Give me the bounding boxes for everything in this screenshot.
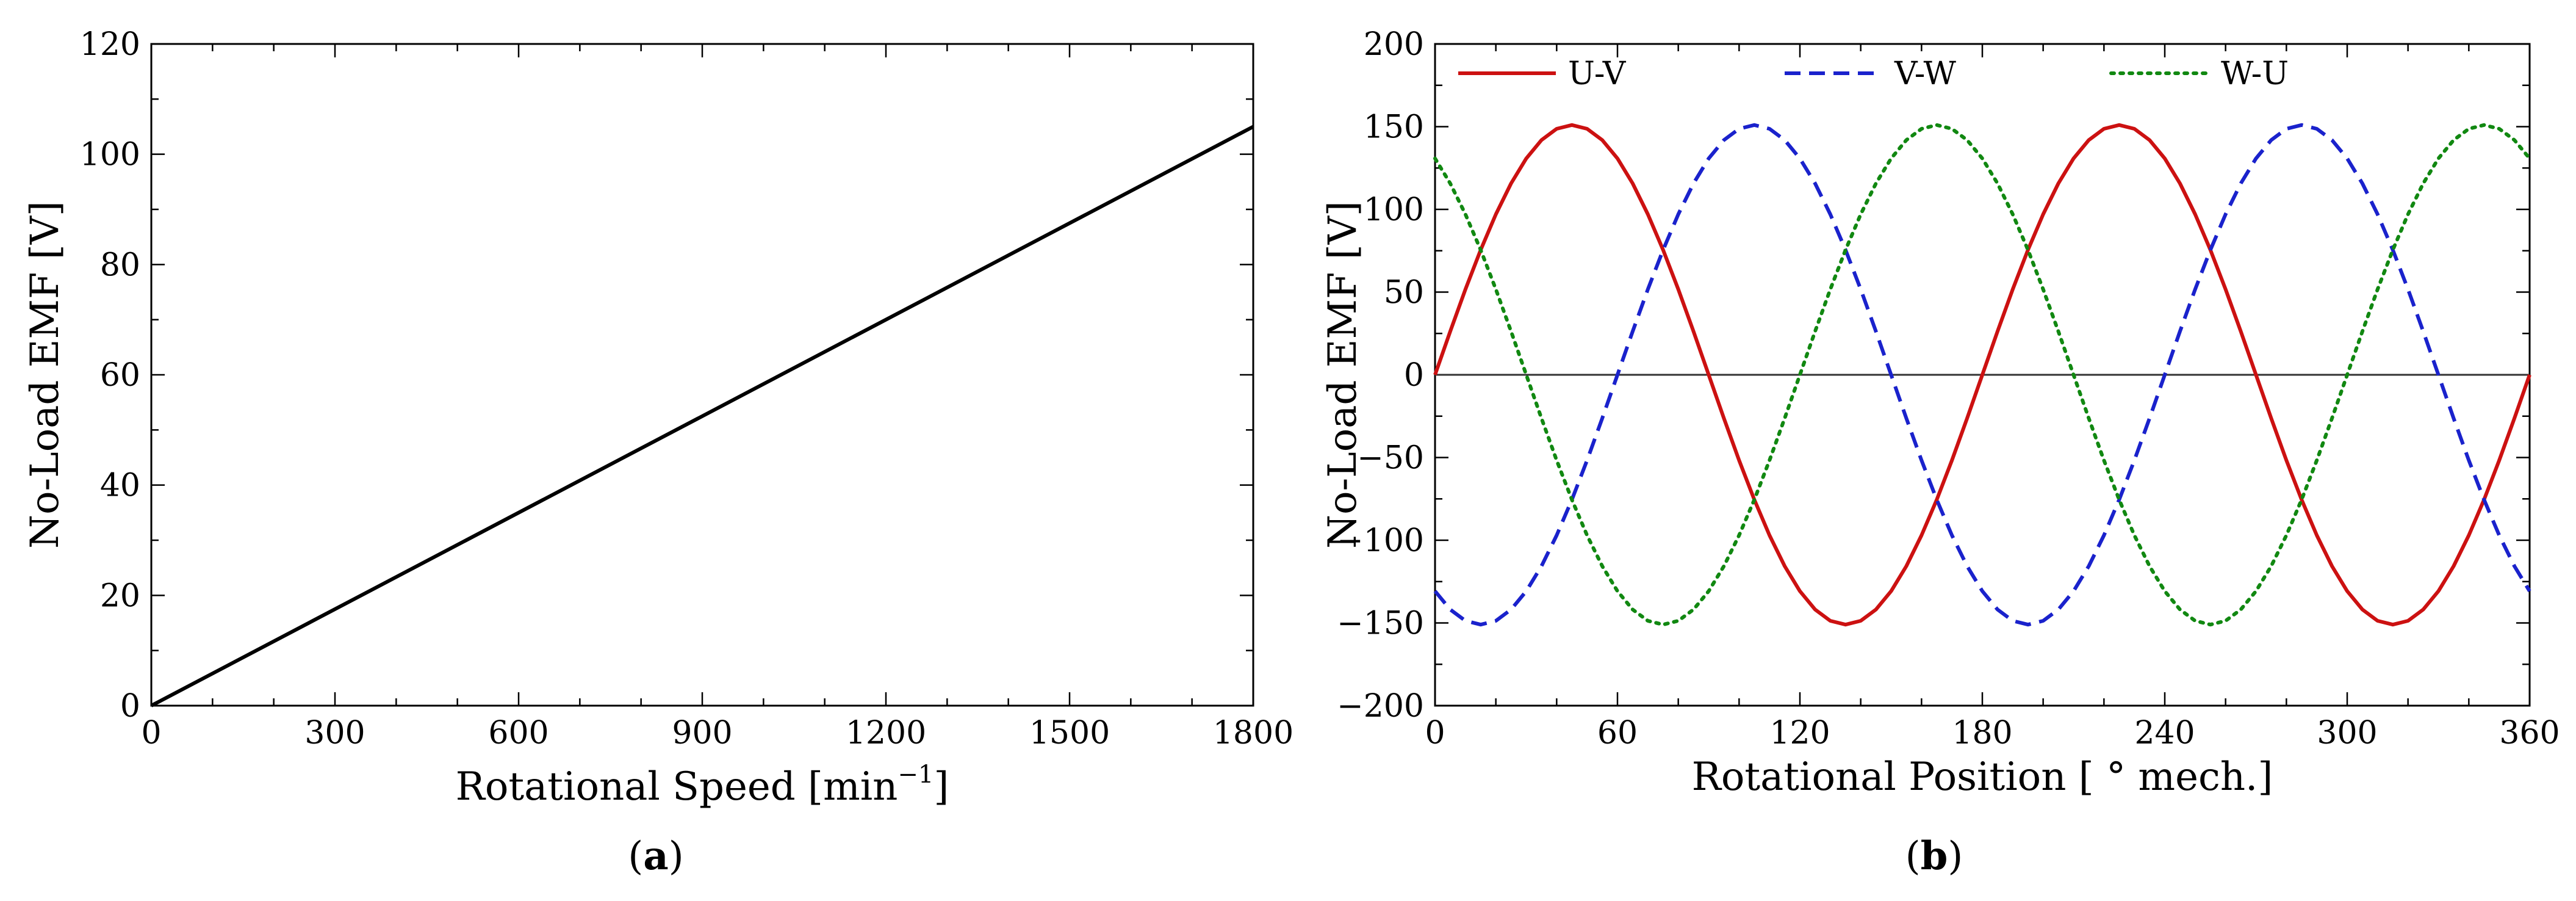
panel-b-chart: 0 60 120 180 240 300 360 −200 −150 −100 −50 0 50 100… — [1320, 26, 2560, 879]
y-tick-label: −200 — [1337, 688, 1424, 725]
x-tick-label: 120 — [1769, 715, 1830, 751]
legend-label: U-V — [1568, 56, 1627, 92]
panel-b-series — [1433, 123, 2531, 627]
x-tick-label: 1500 — [1029, 715, 1110, 751]
panel-a-x-tick-labels: 0 300 600 900 1200 1500 1800 — [141, 715, 1293, 751]
legend-label: V-W — [1894, 56, 1957, 92]
panel-b-legend: U-V V-W W-U — [1458, 56, 2289, 92]
y-tick-label: 150 — [1364, 109, 1424, 146]
x-tick-label: 180 — [1952, 715, 2012, 751]
panel-b-label: (b) — [1905, 833, 1963, 879]
x-tick-label: 0 — [1425, 715, 1445, 751]
y-tick-label: −100 — [1337, 523, 1424, 559]
panel-a-label: (a) — [628, 833, 683, 879]
y-tick-label: 100 — [80, 137, 140, 173]
series-line-emf — [150, 125, 1254, 707]
y-tick-label: 20 — [100, 577, 140, 614]
y-tick-label: 0 — [1404, 357, 1424, 394]
panel-a-series — [150, 125, 1254, 707]
panel-b-x-axis-title: Rotational Position [ ° mech.] — [1692, 754, 2273, 800]
panel-b-y-axis-title: No-Load EMF [V] — [1320, 201, 1365, 549]
x-tick-label: 900 — [672, 715, 732, 751]
y-tick-label: 50 — [1384, 275, 1424, 311]
legend-label: W-U — [2221, 56, 2289, 92]
panel-a-chart: 0 300 600 900 1200 1500 1800 0 20 40 60 80 100 120 R… — [23, 26, 1293, 879]
x-tick-label: 600 — [488, 715, 549, 751]
panel-a-x-axis-title: Rotational Speed [min−1] — [456, 761, 949, 809]
y-tick-label: 100 — [1364, 192, 1424, 228]
x-tick-label: 360 — [2499, 715, 2560, 751]
panel-a-plot-frame — [150, 43, 1254, 707]
y-tick-label: −150 — [1337, 606, 1424, 642]
series-line-w-u — [1433, 123, 2531, 627]
x-tick-label: 0 — [141, 715, 161, 751]
x-tick-label: 1800 — [1213, 715, 1293, 751]
x-tick-label: 1200 — [846, 715, 926, 751]
panel-a-axis-ticks — [150, 43, 1254, 707]
y-tick-label: 40 — [100, 468, 140, 504]
x-tick-label: 300 — [2317, 715, 2377, 751]
y-tick-label: −50 — [1357, 440, 1424, 477]
panel-a-y-tick-labels: 0 20 40 60 80 100 120 — [80, 26, 140, 725]
x-tick-label: 60 — [1597, 715, 1638, 751]
y-tick-label: 200 — [1364, 26, 1424, 63]
x-tick-label: 240 — [2134, 715, 2195, 751]
x-tick-label: 300 — [304, 715, 365, 751]
panel-b-x-tick-labels: 0 60 120 180 240 300 360 — [1425, 715, 2560, 751]
y-tick-label: 120 — [80, 26, 140, 63]
panel-a-y-axis-title: No-Load EMF [V] — [23, 201, 68, 549]
panel-b-y-tick-labels: −200 −150 −100 −50 0 50 100 150 200 — [1337, 26, 1424, 725]
y-tick-label: 80 — [100, 247, 140, 283]
series-line-u-v — [1433, 123, 2531, 627]
series-line-v-w — [1433, 123, 2531, 627]
y-tick-label: 60 — [100, 357, 140, 394]
y-tick-label: 0 — [120, 688, 140, 725]
